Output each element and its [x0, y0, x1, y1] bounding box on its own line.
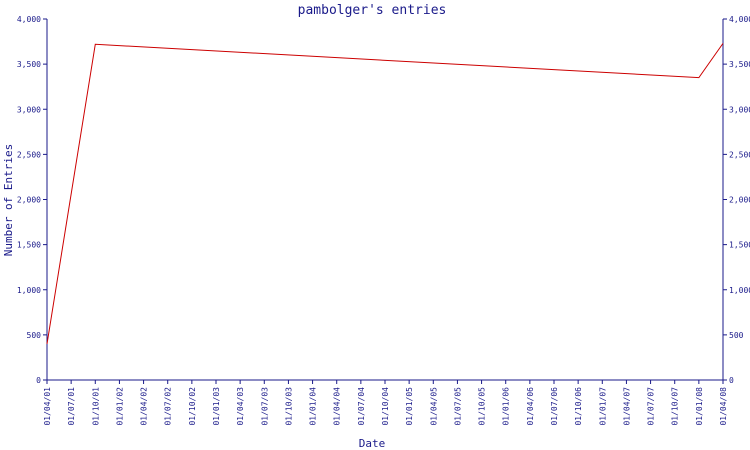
x-tick-label: 01/10/06 — [574, 387, 583, 426]
x-tick-label: 01/04/08 — [719, 387, 728, 426]
y-tick-label: 0 — [36, 376, 41, 385]
x-tick-label: 01/04/04 — [333, 387, 342, 426]
y-tick-label: 3,000 — [17, 105, 41, 114]
y-tick-label-right: 2,000 — [729, 196, 750, 205]
x-tick-label: 01/10/01 — [91, 387, 100, 426]
y-ticks-right: 0 500 1,000 1,500 2,000 2,500 3,000 3,500 4,000 — [723, 15, 750, 385]
x-tick-label: 01/04/05 — [429, 387, 438, 426]
y-tick-label: 1,500 — [17, 241, 41, 250]
x-tick-label: 01/01/06 — [502, 387, 511, 426]
x-tick-label: 01/10/04 — [381, 387, 390, 426]
x-tick-label: 01/07/02 — [164, 387, 173, 426]
y-tick-label-right: 4,000 — [729, 15, 750, 24]
y-axis-label: Number of Entries — [2, 144, 15, 257]
x-tick-label: 01/01/07 — [598, 387, 607, 426]
y-tick-label-right: 500 — [729, 331, 744, 340]
x-tick-label: 01/10/02 — [188, 387, 197, 426]
x-tick-label: 01/04/07 — [622, 387, 631, 426]
x-tick-label: 01/07/06 — [550, 387, 559, 426]
y-tick-label: 2,500 — [17, 150, 41, 159]
x-tick-label: 01/10/07 — [671, 387, 680, 426]
x-ticks: 01/04/01 01/07/01 01/10/01 01/01/02 01/04/02… — [43, 380, 728, 426]
y-tick-label-right: 2,500 — [729, 150, 750, 159]
x-tick-label: 01/01/04 — [309, 387, 318, 426]
y-tick-label-right: 0 — [729, 376, 734, 385]
x-tick-label: 01/01/05 — [405, 387, 414, 426]
x-axis-label: Date — [359, 437, 386, 450]
x-tick-label: 01/07/01 — [67, 387, 76, 426]
x-tick-label: 01/01/03 — [212, 387, 221, 426]
x-tick-label: 01/10/05 — [478, 387, 487, 426]
y-tick-label-right: 3,000 — [729, 105, 750, 114]
y-tick-label: 4,000 — [17, 15, 41, 24]
y-tick-label: 500 — [27, 331, 42, 340]
x-tick-label: 01/04/06 — [526, 387, 535, 426]
y-tick-label: 2,000 — [17, 196, 41, 205]
y-tick-label-right: 1,000 — [729, 286, 750, 295]
x-tick-label: 01/04/03 — [236, 387, 245, 426]
y-tick-label-right: 3,500 — [729, 60, 750, 69]
x-tick-label: 01/04/02 — [140, 387, 149, 426]
y-tick-label: 1,000 — [17, 286, 41, 295]
x-tick-label: 01/07/07 — [647, 387, 656, 426]
x-tick-label: 01/07/04 — [357, 387, 366, 426]
x-tick-label: 01/07/05 — [453, 387, 462, 426]
y-tick-label-right: 1,500 — [729, 241, 750, 250]
x-tick-label: 01/01/02 — [115, 387, 124, 426]
series-line — [46, 43, 724, 344]
y-ticks-left: 0 500 1,000 1,500 2,000 2,500 3,000 3,500 4,000 — [17, 15, 47, 385]
y-tick-label: 3,500 — [17, 60, 41, 69]
x-tick-label: 01/01/08 — [695, 387, 704, 426]
chart-title: pambolger's entries — [298, 3, 447, 18]
x-tick-label: 01/07/03 — [260, 387, 269, 426]
x-tick-label: 01/10/03 — [284, 387, 293, 426]
series-group — [46, 43, 724, 344]
x-tick-label: 01/04/01 — [43, 387, 52, 426]
